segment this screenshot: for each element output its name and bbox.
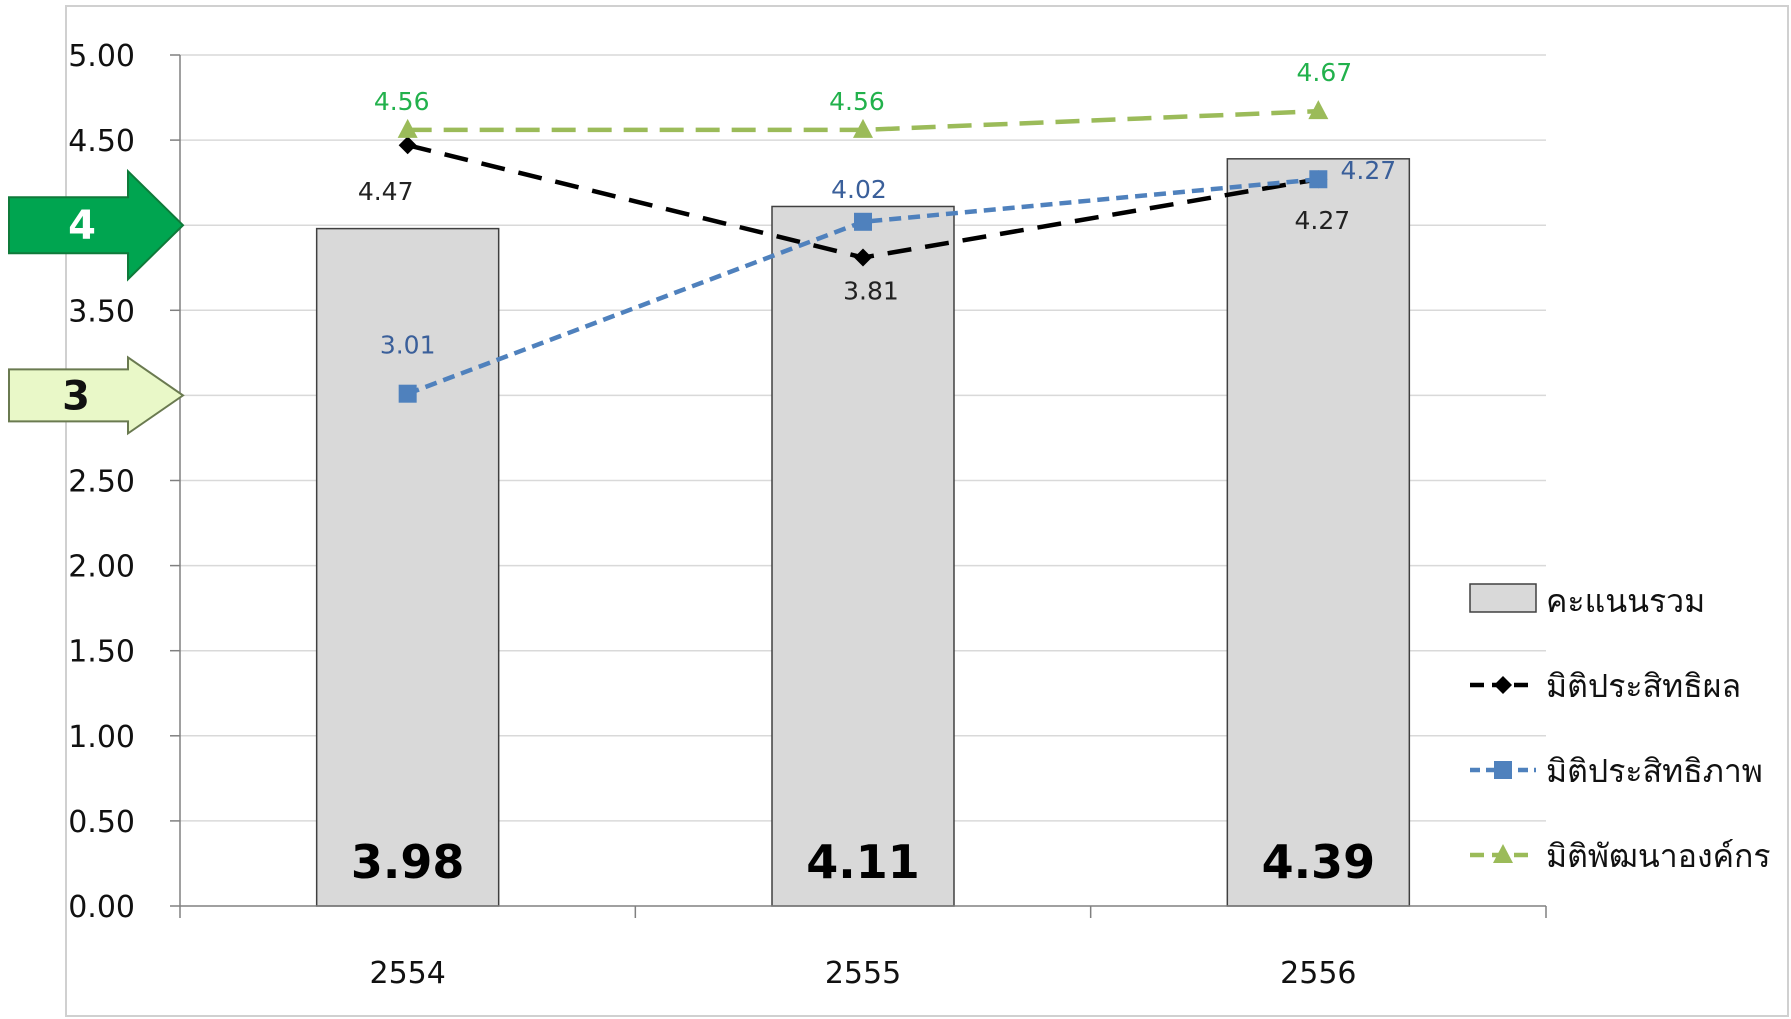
y-tick-label: 0.00 — [68, 890, 135, 925]
legend-label: คะแนนรวม — [1546, 582, 1705, 620]
bar-value-label: 4.39 — [1262, 835, 1376, 889]
threshold-arrow-label: 3 — [62, 373, 90, 419]
point-label: 4.27 — [1340, 156, 1396, 185]
diamond-marker — [854, 248, 872, 267]
square-marker — [398, 384, 417, 403]
bar-value-label: 4.11 — [806, 835, 920, 889]
threshold-arrow — [8, 168, 185, 282]
diamond-marker — [398, 136, 417, 155]
triangle-marker — [853, 118, 873, 138]
bar-value-label: 3.98 — [351, 835, 465, 889]
legend-label: มิติพัฒนาองค์กร — [1546, 837, 1771, 875]
bar-series: 3.98 4.11 4.39 — [315, 158, 1411, 907]
x-tick-label: 2554 — [369, 956, 445, 991]
point-label: 4.56 — [374, 87, 430, 116]
triangle-marker — [1308, 100, 1329, 120]
y-tick-label: 2.50 — [68, 465, 135, 500]
triangle-marker — [397, 118, 418, 138]
legend-swatch-bars — [1469, 583, 1537, 613]
threshold-arrows: 43 — [8, 168, 185, 436]
legend-label: มิติประสิทธิภาพ — [1546, 752, 1763, 790]
y-tick-label: 1.00 — [68, 720, 135, 755]
data-labels: 4.47 3.81 4.27 3.01 4.02 4.27 4.56 4.56 4.67 — [358, 58, 1396, 360]
point-label: 4.27 — [1294, 206, 1350, 235]
x-tick-label: 2556 — [1280, 956, 1356, 991]
line-series — [397, 100, 1329, 403]
point-label: 3.01 — [380, 331, 436, 360]
point-label: 4.47 — [358, 177, 414, 206]
bar — [315, 227, 500, 907]
threshold-arrow-label: 4 — [68, 203, 96, 249]
triangle-marker — [1493, 844, 1513, 863]
legend: คะแนนรวมมิติประสิทธิผลมิติประสิทธิภาพมิต… — [1469, 582, 1771, 875]
square-marker — [1309, 170, 1328, 189]
bar — [771, 205, 955, 907]
square-marker — [854, 212, 872, 231]
point-label: 4.67 — [1296, 58, 1352, 87]
point-label: 4.02 — [831, 175, 887, 204]
x-tick-label: 2555 — [825, 956, 901, 991]
y-tick-label: 0.50 — [68, 805, 135, 840]
square-marker — [1494, 761, 1512, 779]
y-tick-label: 1.50 — [68, 635, 135, 670]
diamond-marker — [1494, 676, 1512, 694]
bar — [1226, 158, 1411, 907]
y-tick-label: 2.00 — [68, 550, 135, 585]
point-label: 3.81 — [843, 277, 899, 306]
legend-label: มิติประสิทธิผล — [1546, 667, 1741, 705]
point-label: 4.56 — [829, 87, 885, 116]
y-tick-label: 3.50 — [68, 294, 135, 329]
y-tick-label: 5.00 — [68, 39, 135, 74]
y-tick-label: 4.50 — [68, 124, 135, 159]
threshold-arrow — [8, 355, 185, 436]
